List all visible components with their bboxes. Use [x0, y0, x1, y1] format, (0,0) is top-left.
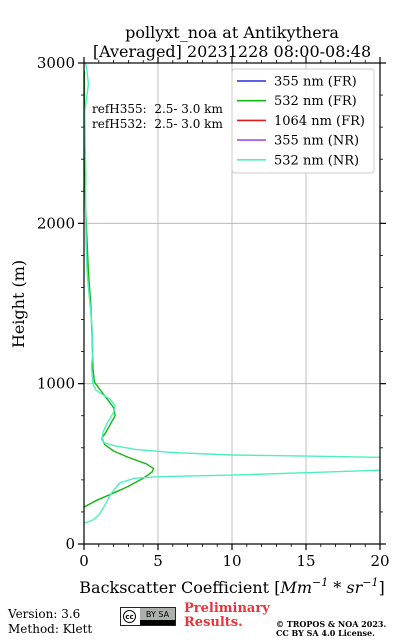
x-axis-label-unit1: Mm — [279, 578, 312, 597]
legend-label: 532 nm (NR) — [274, 153, 359, 168]
y-tick-label: 1000 — [37, 375, 75, 393]
x-axis-label-suffix: ] — [378, 578, 384, 597]
x-axis-label-mid: * — [328, 578, 346, 597]
copyright-text: © TROPOS & NOA 2023. CC BY SA 4.0 Licens… — [276, 619, 387, 638]
x-axis-label-prefix: Backscatter Coefficient [ — [79, 578, 280, 597]
legend-box — [231, 68, 375, 174]
x-tick-label: 15 — [296, 552, 315, 570]
x-axis-label-exp2: −1 — [362, 576, 378, 589]
legend-label: 355 nm (FR) — [274, 75, 357, 90]
x-axis-label-exp1: −1 — [312, 576, 328, 589]
y-axis-label: Height (m) — [9, 260, 28, 348]
cc-license-icon: cc BY SA — [120, 607, 176, 626]
x-tick-label: 5 — [153, 552, 163, 570]
preliminary-results-label: Preliminary Results. — [184, 601, 270, 630]
series-line-532-nm-nr- — [84, 63, 380, 524]
version-text: Version: 3.6 — [8, 607, 81, 621]
legend-label: 355 nm (NR) — [274, 134, 359, 149]
y-tick-label: 3000 — [37, 54, 75, 72]
method-text: Method: Klett — [8, 622, 93, 636]
data-curves — [84, 63, 380, 524]
legend-label: 1064 nm (FR) — [274, 114, 365, 129]
cc-badge-left: cc — [121, 608, 140, 625]
cc-badge-strip — [140, 620, 175, 625]
chart-title: pollyxt_noa at Antikythera — [125, 23, 339, 42]
legend: 355 nm (FR) 532 nm (FR) 1064 nm (FR) 355 nm… — [231, 68, 375, 174]
x-tick-label: 0 — [79, 552, 89, 570]
legend-label: 532 nm (FR) — [274, 94, 357, 109]
x-axis-label: Backscatter Coefficient [Mm−1 * sr−1] — [79, 576, 384, 597]
x-tick-label: 20 — [370, 552, 389, 570]
y-tick-label: 0 — [65, 535, 75, 553]
series-line-532-nm-fr- — [84, 70, 155, 508]
x-axis-label-unit2: sr — [346, 578, 363, 597]
chart-subtitle: [Averaged] 20231228 08:00-08:48 — [93, 42, 371, 61]
annotation-refh355: refH355: 2.5- 3.0 km — [92, 102, 223, 116]
axis-ticks: 0 5 10 15 20 0 1000 2000 3000 — [37, 54, 390, 570]
annotation-refh532: refH532: 2.5- 3.0 km — [92, 117, 223, 131]
cc-by-sa-icons: BY SA — [145, 610, 170, 619]
y-tick-label: 2000 — [37, 214, 75, 232]
x-tick-label: 10 — [222, 552, 241, 570]
cc-logo-icon: cc — [123, 610, 136, 623]
